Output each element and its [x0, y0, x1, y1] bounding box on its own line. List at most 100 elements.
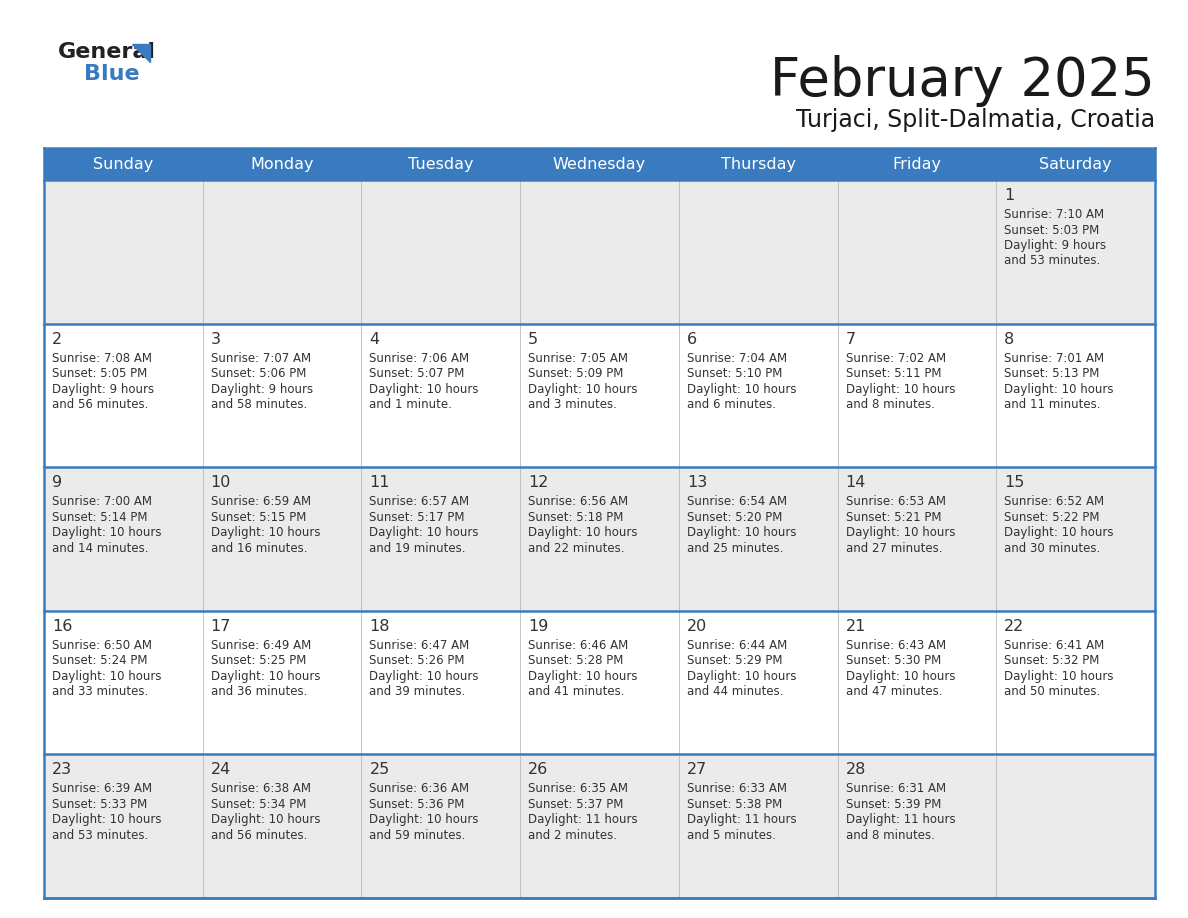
Text: Turjaci, Split-Dalmatia, Croatia: Turjaci, Split-Dalmatia, Croatia — [796, 108, 1155, 132]
Text: Daylight: 10 hours: Daylight: 10 hours — [529, 526, 638, 539]
Text: Sunset: 5:24 PM: Sunset: 5:24 PM — [52, 655, 147, 667]
Bar — [520, 610, 678, 755]
Text: Thursday: Thursday — [721, 156, 796, 172]
Bar — [678, 180, 838, 324]
Text: General: General — [58, 42, 156, 62]
Text: 5: 5 — [529, 331, 538, 347]
Bar — [44, 148, 1155, 180]
Text: Sunset: 5:13 PM: Sunset: 5:13 PM — [1004, 367, 1100, 380]
Bar — [678, 755, 838, 898]
Text: Daylight: 10 hours: Daylight: 10 hours — [369, 383, 479, 396]
Text: 7: 7 — [846, 331, 855, 347]
Bar — [678, 467, 838, 610]
Text: and 16 minutes.: and 16 minutes. — [210, 542, 308, 554]
Text: Sunset: 5:05 PM: Sunset: 5:05 PM — [52, 367, 147, 380]
Text: Sunset: 5:38 PM: Sunset: 5:38 PM — [687, 798, 782, 811]
Bar — [203, 324, 361, 467]
Text: Sunrise: 7:06 AM: Sunrise: 7:06 AM — [369, 352, 469, 364]
Text: Blue: Blue — [84, 64, 140, 84]
Text: and 41 minutes.: and 41 minutes. — [529, 686, 625, 699]
Text: 2: 2 — [52, 331, 62, 347]
Text: Sunrise: 6:53 AM: Sunrise: 6:53 AM — [846, 495, 946, 509]
Bar — [44, 755, 203, 898]
Text: and 59 minutes.: and 59 minutes. — [369, 829, 466, 842]
Bar — [44, 180, 203, 324]
Text: and 3 minutes.: and 3 minutes. — [529, 398, 617, 411]
Bar — [997, 610, 1155, 755]
Text: 15: 15 — [1004, 476, 1025, 490]
Text: Sunset: 5:33 PM: Sunset: 5:33 PM — [52, 798, 147, 811]
Text: Sunset: 5:07 PM: Sunset: 5:07 PM — [369, 367, 465, 380]
Text: and 47 minutes.: and 47 minutes. — [846, 686, 942, 699]
Text: Sunrise: 7:05 AM: Sunrise: 7:05 AM — [529, 352, 628, 364]
Text: Sunset: 5:11 PM: Sunset: 5:11 PM — [846, 367, 941, 380]
Text: 23: 23 — [52, 763, 72, 778]
Bar — [997, 180, 1155, 324]
Text: Sunset: 5:10 PM: Sunset: 5:10 PM — [687, 367, 782, 380]
Text: 16: 16 — [52, 619, 72, 633]
Text: Sunset: 5:22 PM: Sunset: 5:22 PM — [1004, 510, 1100, 523]
Text: and 27 minutes.: and 27 minutes. — [846, 542, 942, 554]
Text: Sunrise: 6:31 AM: Sunrise: 6:31 AM — [846, 782, 946, 795]
Text: and 53 minutes.: and 53 minutes. — [1004, 254, 1100, 267]
Bar — [361, 180, 520, 324]
Text: 9: 9 — [52, 476, 62, 490]
Text: and 50 minutes.: and 50 minutes. — [1004, 686, 1100, 699]
Text: Daylight: 10 hours: Daylight: 10 hours — [52, 526, 162, 539]
Text: Sunrise: 6:36 AM: Sunrise: 6:36 AM — [369, 782, 469, 795]
Text: Sunset: 5:09 PM: Sunset: 5:09 PM — [529, 367, 624, 380]
Text: Daylight: 9 hours: Daylight: 9 hours — [210, 383, 312, 396]
Text: Sunrise: 7:08 AM: Sunrise: 7:08 AM — [52, 352, 152, 364]
Text: 20: 20 — [687, 619, 707, 633]
Text: and 56 minutes.: and 56 minutes. — [52, 398, 148, 411]
Text: and 53 minutes.: and 53 minutes. — [52, 829, 148, 842]
Text: Sunrise: 6:47 AM: Sunrise: 6:47 AM — [369, 639, 469, 652]
Bar — [997, 755, 1155, 898]
Text: Sunrise: 7:07 AM: Sunrise: 7:07 AM — [210, 352, 311, 364]
Text: 1: 1 — [1004, 188, 1015, 203]
Text: Daylight: 10 hours: Daylight: 10 hours — [687, 670, 796, 683]
Text: and 6 minutes.: and 6 minutes. — [687, 398, 776, 411]
Text: Daylight: 10 hours: Daylight: 10 hours — [369, 813, 479, 826]
Text: Sunset: 5:21 PM: Sunset: 5:21 PM — [846, 510, 941, 523]
Bar — [997, 324, 1155, 467]
Text: Daylight: 10 hours: Daylight: 10 hours — [846, 526, 955, 539]
Text: Daylight: 10 hours: Daylight: 10 hours — [52, 670, 162, 683]
Text: 3: 3 — [210, 331, 221, 347]
Text: Daylight: 9 hours: Daylight: 9 hours — [1004, 239, 1106, 252]
Text: Sunset: 5:18 PM: Sunset: 5:18 PM — [529, 510, 624, 523]
Text: Sunrise: 6:41 AM: Sunrise: 6:41 AM — [1004, 639, 1105, 652]
Text: Daylight: 10 hours: Daylight: 10 hours — [846, 670, 955, 683]
Text: Tuesday: Tuesday — [407, 156, 474, 172]
Text: Daylight: 10 hours: Daylight: 10 hours — [210, 813, 321, 826]
Text: Daylight: 11 hours: Daylight: 11 hours — [687, 813, 796, 826]
Text: Sunrise: 7:00 AM: Sunrise: 7:00 AM — [52, 495, 152, 509]
Text: Daylight: 10 hours: Daylight: 10 hours — [210, 670, 321, 683]
Text: Sunset: 5:28 PM: Sunset: 5:28 PM — [529, 655, 624, 667]
Text: Sunrise: 6:46 AM: Sunrise: 6:46 AM — [529, 639, 628, 652]
Text: Sunrise: 6:50 AM: Sunrise: 6:50 AM — [52, 639, 152, 652]
Text: Monday: Monday — [251, 156, 314, 172]
Text: and 33 minutes.: and 33 minutes. — [52, 686, 148, 699]
Text: Sunset: 5:17 PM: Sunset: 5:17 PM — [369, 510, 465, 523]
Text: Daylight: 10 hours: Daylight: 10 hours — [52, 813, 162, 826]
Text: Sunset: 5:15 PM: Sunset: 5:15 PM — [210, 510, 307, 523]
Bar — [838, 755, 997, 898]
Bar — [678, 324, 838, 467]
Bar — [203, 755, 361, 898]
Text: Sunrise: 6:33 AM: Sunrise: 6:33 AM — [687, 782, 786, 795]
Text: 27: 27 — [687, 763, 707, 778]
Text: Sunset: 5:30 PM: Sunset: 5:30 PM — [846, 655, 941, 667]
Text: Sunrise: 7:10 AM: Sunrise: 7:10 AM — [1004, 208, 1105, 221]
Text: Sunset: 5:26 PM: Sunset: 5:26 PM — [369, 655, 465, 667]
Text: Sunrise: 6:52 AM: Sunrise: 6:52 AM — [1004, 495, 1105, 509]
Text: Daylight: 10 hours: Daylight: 10 hours — [529, 670, 638, 683]
Bar — [44, 324, 203, 467]
Text: and 36 minutes.: and 36 minutes. — [210, 686, 307, 699]
Text: Daylight: 10 hours: Daylight: 10 hours — [846, 383, 955, 396]
Text: Sunset: 5:34 PM: Sunset: 5:34 PM — [210, 798, 307, 811]
Text: 22: 22 — [1004, 619, 1024, 633]
Bar — [838, 324, 997, 467]
Text: and 5 minutes.: and 5 minutes. — [687, 829, 776, 842]
Text: 10: 10 — [210, 476, 232, 490]
